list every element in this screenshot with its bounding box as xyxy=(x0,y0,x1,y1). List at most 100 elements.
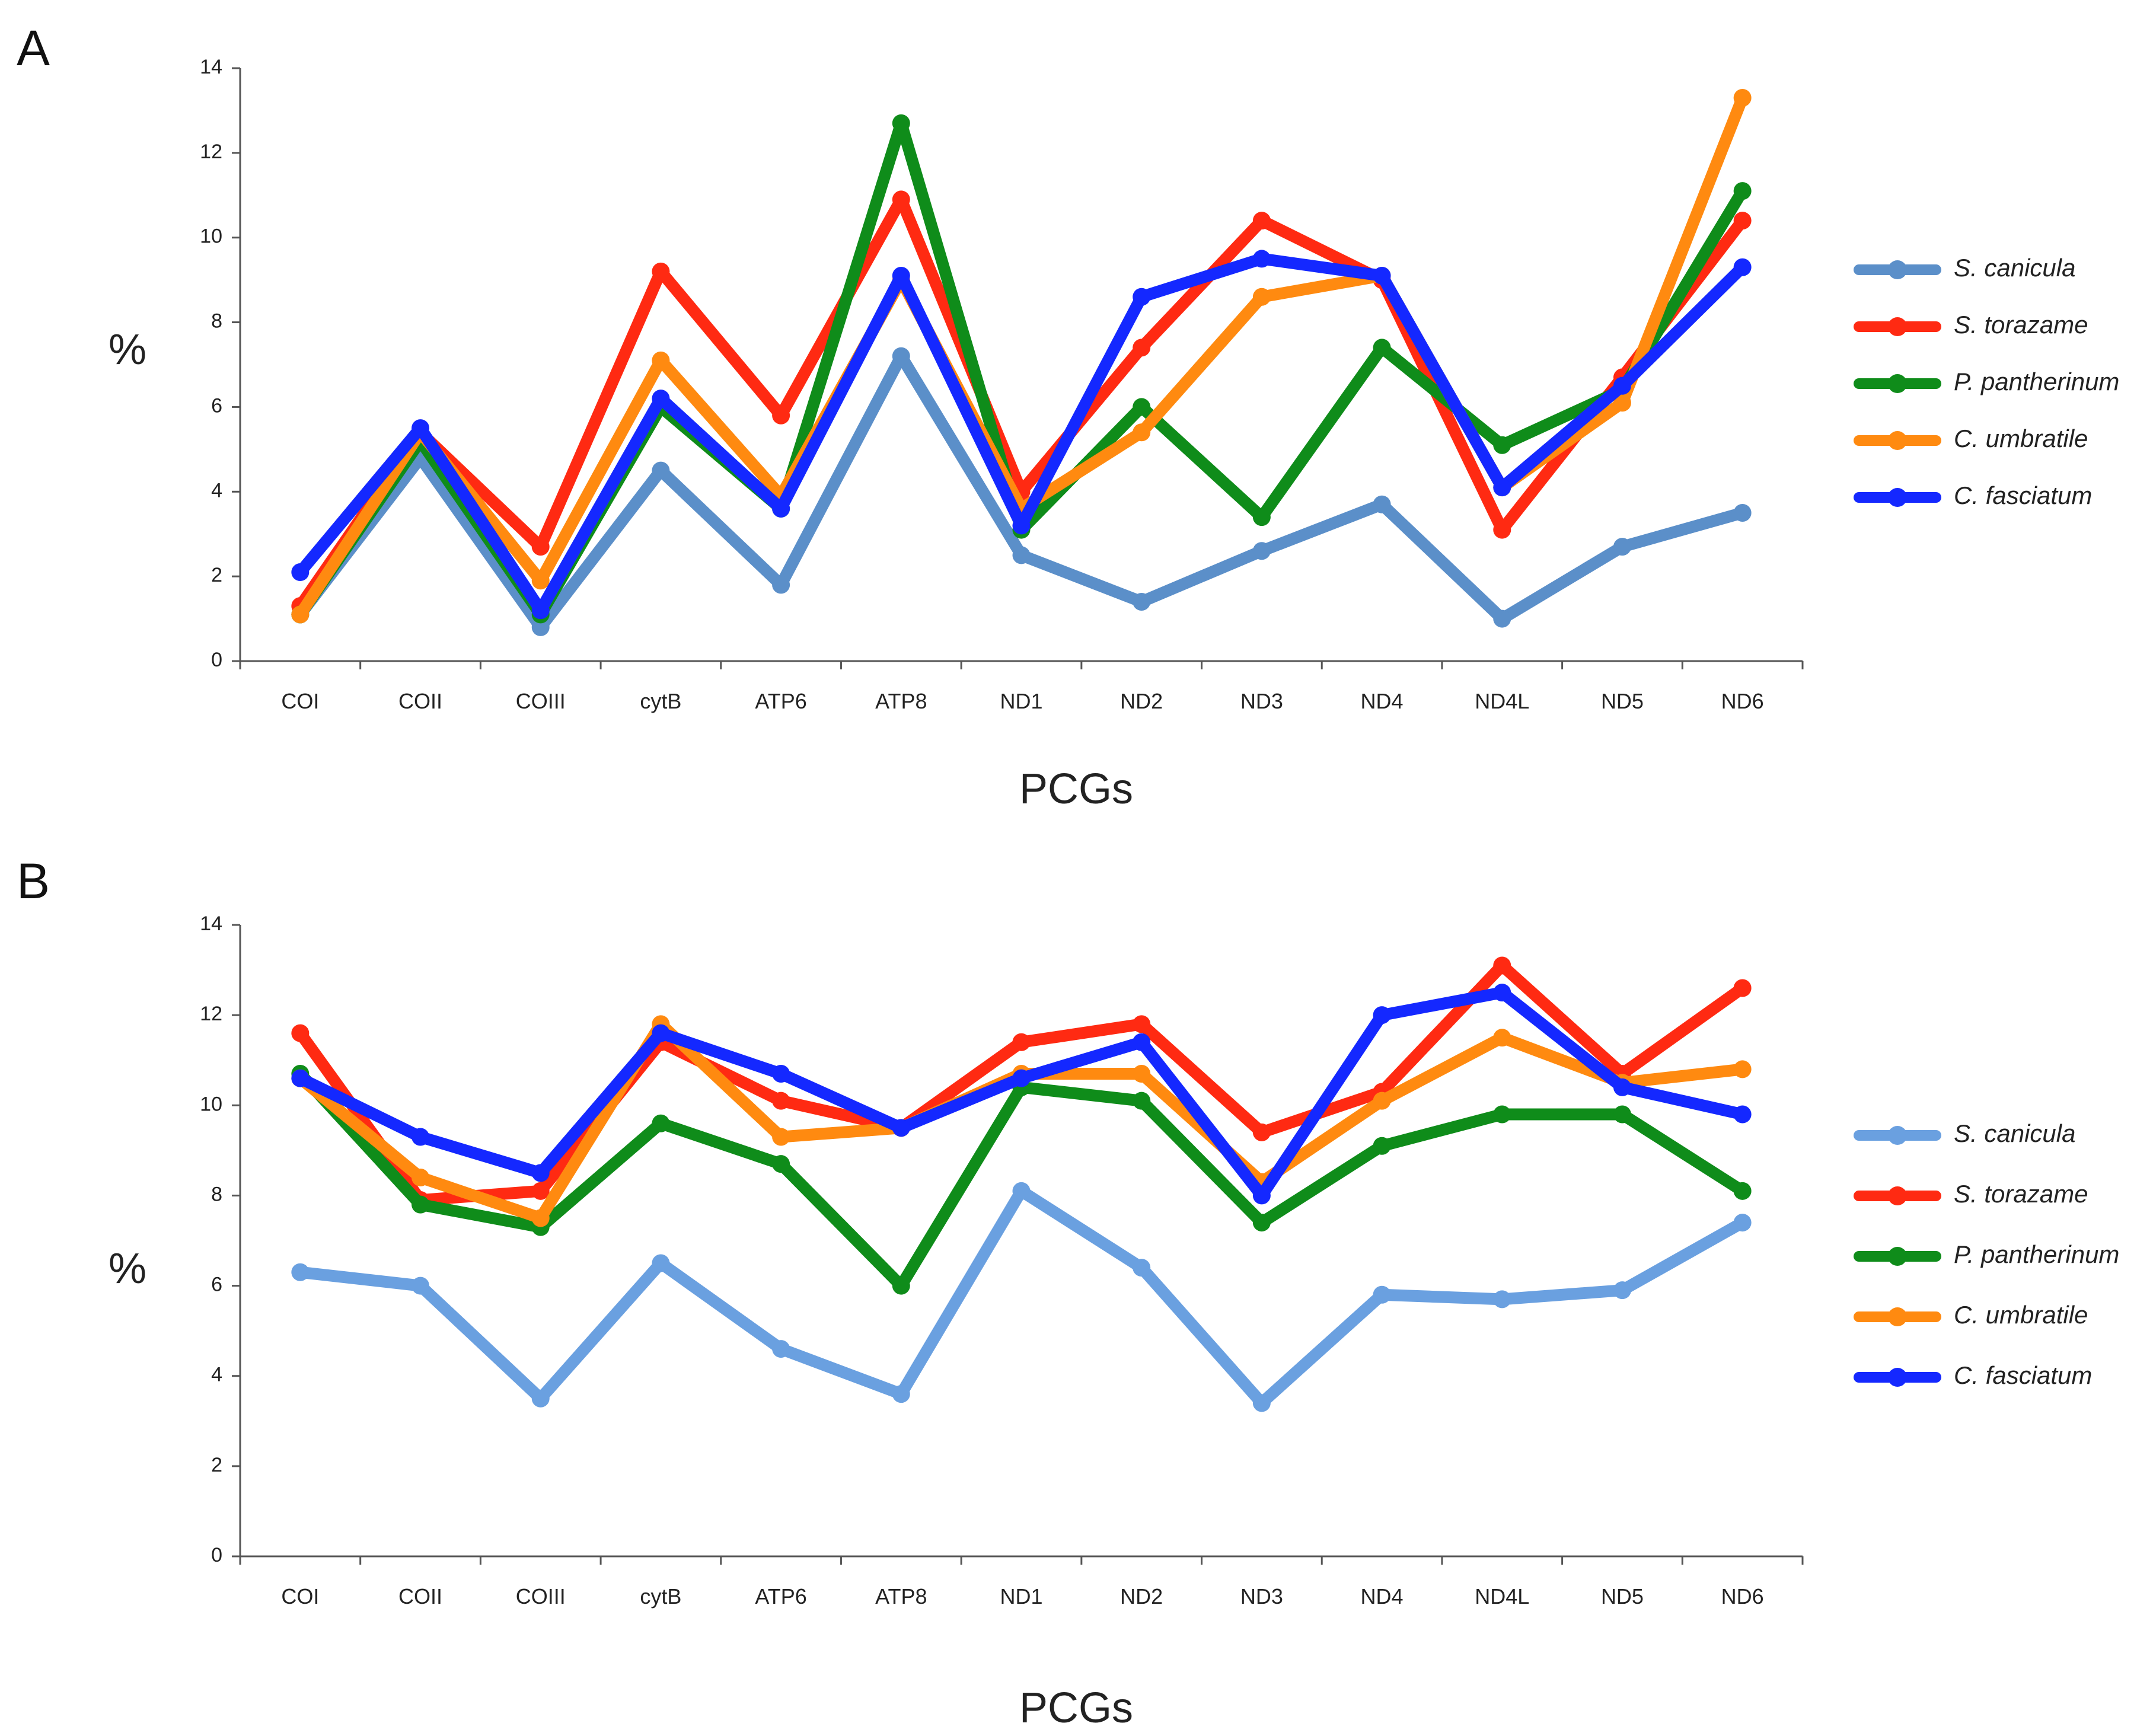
x-tick-label: ND6 xyxy=(1721,689,1764,713)
y-tick-label: 4 xyxy=(211,479,222,502)
x-axis-label: PCGs xyxy=(1019,765,1133,813)
y-tick-label: 12 xyxy=(200,1003,222,1025)
x-tick-label: COI xyxy=(281,1584,319,1609)
y-tick-label: 10 xyxy=(200,1093,222,1115)
y-tick-label: 14 xyxy=(200,912,222,935)
data-point xyxy=(1012,1182,1031,1200)
legend-swatch-marker xyxy=(1888,260,1907,279)
legend-entry: C. fasciatum xyxy=(1854,1361,2092,1389)
x-tick-label: COIII xyxy=(516,1584,566,1609)
x-tick-label: ND4 xyxy=(1361,1584,1404,1609)
series-c-fasciatum xyxy=(291,984,1752,1205)
x-tick-label: ND4L xyxy=(1475,689,1529,713)
data-point xyxy=(1493,436,1511,454)
legend-label: C. fasciatum xyxy=(1954,481,2092,509)
data-point xyxy=(1133,593,1151,611)
x-tick-label: cytB xyxy=(640,1584,681,1609)
data-point xyxy=(1493,956,1511,975)
x-tick-label: ND6 xyxy=(1721,1584,1764,1609)
y-tick-label: 10 xyxy=(200,225,222,248)
y-axis-label: % xyxy=(109,326,146,374)
y-tick-label: 8 xyxy=(211,310,222,333)
data-point xyxy=(1133,1033,1151,1051)
data-point xyxy=(1373,339,1391,357)
legend-swatch-marker xyxy=(1888,488,1907,507)
data-point xyxy=(531,1209,550,1227)
data-point xyxy=(652,1024,670,1042)
data-point xyxy=(291,1024,310,1042)
data-point xyxy=(1733,258,1752,276)
data-point xyxy=(1133,339,1151,357)
data-point xyxy=(412,1195,430,1214)
data-point xyxy=(1493,984,1511,1002)
data-point xyxy=(1133,1259,1151,1277)
x-tick-label: COII xyxy=(398,689,442,713)
series-line xyxy=(294,117,1749,621)
data-point xyxy=(1252,1394,1271,1412)
legend-swatch-marker xyxy=(1888,1307,1907,1326)
data-point xyxy=(531,618,550,636)
legend-entry: S. torazame xyxy=(1854,311,2088,339)
data-point xyxy=(772,1065,790,1083)
legend-label: P. pantherinum xyxy=(1954,1240,2119,1268)
data-point xyxy=(772,1340,790,1358)
data-point xyxy=(1733,1105,1752,1124)
data-point xyxy=(1733,1060,1752,1078)
data-point xyxy=(1493,478,1511,497)
legend-entry: S. canicula xyxy=(1854,1119,2075,1147)
x-tick-label: COIII xyxy=(516,689,566,713)
legend-label: S. torazame xyxy=(1954,1180,2088,1208)
data-point xyxy=(1373,1006,1391,1025)
data-point xyxy=(1252,212,1271,230)
y-tick-label: 0 xyxy=(211,649,222,671)
data-point xyxy=(652,351,670,369)
legend-swatch-marker xyxy=(1888,1186,1907,1205)
y-tick-label: 8 xyxy=(211,1183,222,1205)
data-point xyxy=(772,1092,790,1110)
chart-panel-b: B 0 2 4 6 8 10 12 14 COI COII COIII cytB ATP6 ATP8 ND1 N… xyxy=(17,853,2119,1732)
data-point xyxy=(1252,1214,1271,1232)
x-tick-label: ND1 xyxy=(1000,1584,1042,1609)
x-tick-label: ND3 xyxy=(1240,1584,1283,1609)
x-tick-label: COII xyxy=(398,1584,442,1609)
y-tick-label: 4 xyxy=(211,1364,222,1386)
data-point xyxy=(1493,1029,1511,1047)
x-axis-label: PCGs xyxy=(1019,1684,1133,1732)
legend-swatch-marker xyxy=(1888,317,1907,336)
data-point xyxy=(652,1114,670,1132)
y-tick-label: 6 xyxy=(211,394,222,417)
data-point xyxy=(531,1164,550,1182)
x-tick-label: ATP6 xyxy=(755,689,806,713)
x-tick-label: ATP6 xyxy=(755,1584,806,1609)
data-point xyxy=(531,1182,550,1200)
data-point xyxy=(1733,182,1752,200)
data-point xyxy=(291,605,310,624)
data-point xyxy=(772,1155,790,1173)
legend-label: C. fasciatum xyxy=(1954,1361,2092,1389)
data-point xyxy=(1613,376,1631,395)
legend-entry: S. canicula xyxy=(1854,254,2075,282)
data-point xyxy=(531,538,550,556)
data-point xyxy=(412,1169,430,1186)
data-point xyxy=(1613,1078,1631,1096)
data-point xyxy=(1373,495,1391,513)
data-point xyxy=(892,114,910,132)
x-tick-label: COI xyxy=(281,689,319,713)
data-point xyxy=(1613,394,1631,412)
data-point xyxy=(1012,516,1031,535)
data-point xyxy=(1613,1281,1631,1300)
data-point xyxy=(1493,1290,1511,1309)
data-point xyxy=(1733,979,1752,997)
data-point xyxy=(1252,1123,1271,1141)
legend-entry: P. pantherinum xyxy=(1854,1240,2119,1268)
data-point xyxy=(412,1277,430,1295)
x-tick-label: ND3 xyxy=(1240,689,1283,713)
data-point xyxy=(1252,542,1271,560)
legend-label: S. canicula xyxy=(1954,1119,2075,1147)
data-point xyxy=(892,1385,910,1403)
data-point xyxy=(1733,1214,1752,1232)
data-point xyxy=(1012,1069,1031,1087)
y-axis-label: % xyxy=(109,1245,146,1293)
y-tick-label: 14 xyxy=(200,56,222,78)
